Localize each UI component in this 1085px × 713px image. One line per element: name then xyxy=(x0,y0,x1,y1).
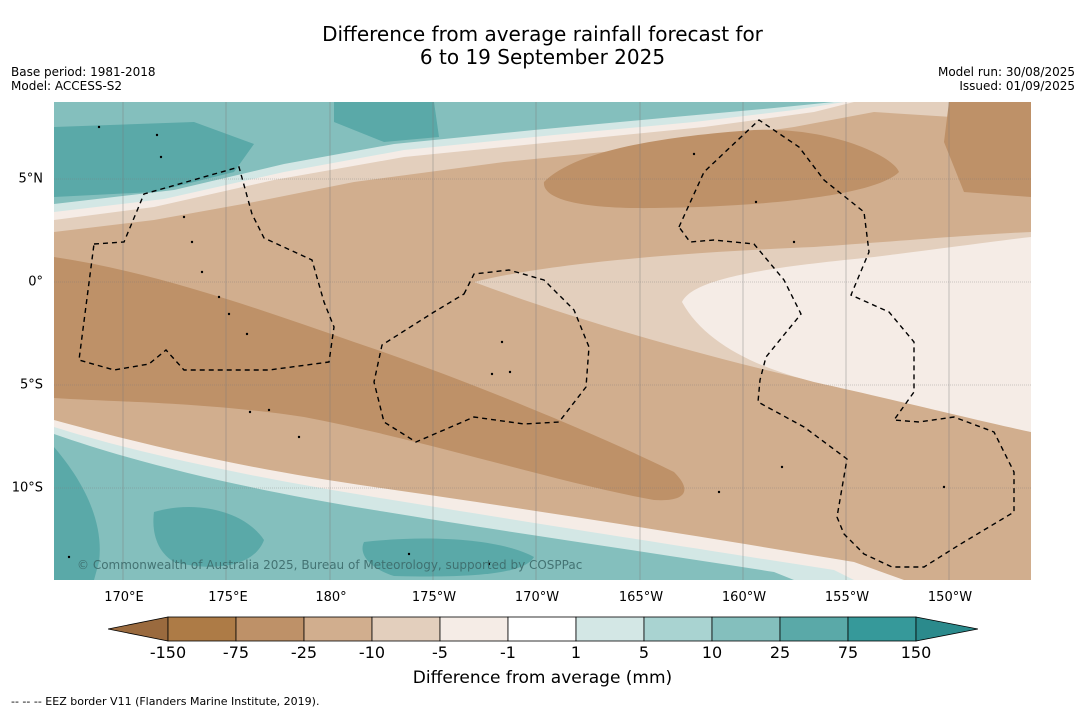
colorbar-segment xyxy=(371,616,441,642)
colorbar-tick-label: 10 xyxy=(701,643,723,662)
lat-label-0: 0° xyxy=(28,274,43,290)
model-run: Model run: 30/08/2025 xyxy=(937,65,1075,79)
lon-label-170w: 170°W xyxy=(514,590,560,605)
colorbar-segment xyxy=(711,616,781,642)
copyright-notice: © Commonwealth of Australia 2025, Bureau… xyxy=(77,558,583,572)
lat-label-10s: 10°S xyxy=(11,480,43,496)
lon-label-170e: 170°E xyxy=(104,590,144,605)
colorbar-arrow-high xyxy=(915,616,978,642)
colorbar-tick-label: -10 xyxy=(358,643,386,662)
colorbar-segment xyxy=(847,616,917,642)
colorbar-segment xyxy=(303,616,373,642)
colorbar-segment xyxy=(507,616,577,642)
colorbar-label: Difference from average (mm) xyxy=(412,668,673,688)
colorbar-segment xyxy=(167,616,237,642)
lon-label-175w: 175°W xyxy=(411,590,457,605)
lon-label-180: 180° xyxy=(315,590,347,605)
base-period: Base period: 1981-2018 xyxy=(11,65,156,79)
lon-label-160w: 160°W xyxy=(721,590,767,605)
colorbar-tick-label: -1 xyxy=(500,643,516,662)
colorbar-tick-label: 150 xyxy=(900,643,932,662)
lat-label-5n: 5°N xyxy=(18,171,44,187)
title-line-2: 6 to 19 September 2025 xyxy=(419,45,666,69)
colorbar-segment xyxy=(575,616,645,642)
title-line-1: Difference from average rainfall forecas… xyxy=(322,22,763,46)
colorbar xyxy=(108,616,978,642)
colorbar-tick-label: 25 xyxy=(769,643,791,662)
colorbar-arrow-low xyxy=(108,616,169,642)
colorbar-segment xyxy=(779,616,849,642)
colorbar-segment xyxy=(643,616,713,642)
lon-label-165w: 165°W xyxy=(618,590,664,605)
meta-left: Base period: 1981-2018 Model: ACCESS-S2 xyxy=(11,65,156,93)
colorbar-segment xyxy=(235,616,305,642)
colorbar-tick-label: -25 xyxy=(290,643,318,662)
model-name: Model: ACCESS-S2 xyxy=(11,79,123,93)
eez-footnote: -- -- -- EEZ border V11 (Flanders Marine… xyxy=(11,695,320,708)
colorbar-tick-label: -150 xyxy=(149,643,187,662)
lon-label-155w: 155°W xyxy=(824,590,870,605)
colorbar-segment xyxy=(439,616,509,642)
lat-label-5s: 5°S xyxy=(19,377,43,393)
colorbar-tick-label: 5 xyxy=(638,643,650,662)
colorbar-tick-label: -75 xyxy=(222,643,250,662)
colorbar-tick-label: 75 xyxy=(837,643,859,662)
meta-right: Model run: 30/08/2025 Issued: 01/09/2025 xyxy=(938,65,1075,93)
rainfall-map xyxy=(54,102,1031,580)
colorbar-tick-label: -5 xyxy=(432,643,448,662)
lon-label-150w: 150°W xyxy=(927,590,973,605)
lon-label-175e: 175°E xyxy=(208,590,248,605)
colorbar-tick-label: 1 xyxy=(570,643,582,662)
issued-date: Issued: 01/09/2025 xyxy=(959,79,1075,93)
